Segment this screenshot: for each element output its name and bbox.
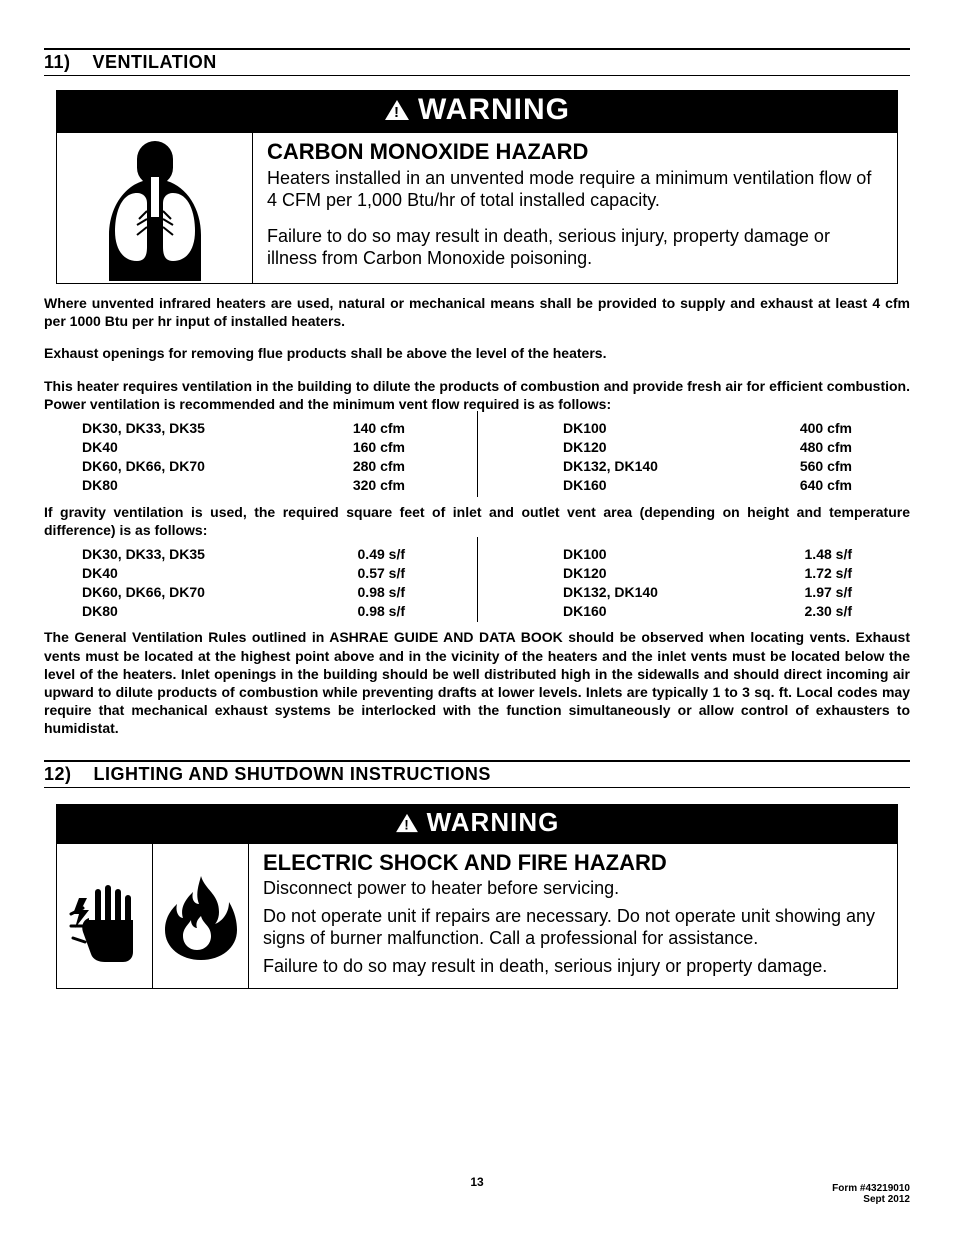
spec-row: DK40160 cfm — [44, 438, 477, 457]
spec-divider — [477, 537, 478, 623]
spec-value: 640 cfm — [747, 476, 910, 495]
spec-model: DK80 — [44, 476, 274, 495]
spec-value: 1.72 s/f — [747, 564, 910, 583]
spec-value: 0.49 s/f — [274, 545, 477, 564]
spec-model: DK30, DK33, DK35 — [44, 545, 274, 564]
warning-2-p2: Do not operate unit if repairs are neces… — [263, 906, 883, 950]
spec-row: DK60, DK66, DK700.98 s/f — [44, 583, 477, 602]
spec-value: 1.97 s/f — [747, 583, 910, 602]
warning-2-p3: Failure to do so may result in death, se… — [263, 956, 883, 978]
warning-electric-fire: ! WARNING — [56, 804, 898, 990]
section-12-heading: 12) LIGHTING AND SHUTDOWN INSTRUCTIONS — [44, 760, 910, 788]
spec-model: DK100 — [477, 545, 747, 564]
spec-value: 140 cfm — [274, 419, 477, 438]
warning-1-hazard: CARBON MONOXIDE HAZARD — [267, 139, 883, 166]
alert-triangle-icon: ! — [384, 95, 410, 129]
spec-model: DK40 — [44, 564, 274, 583]
warning-header-bar: ! WARNING — [57, 805, 897, 844]
form-number: Form #43219010 — [832, 1183, 910, 1194]
section-12-title: LIGHTING AND SHUTDOWN INSTRUCTIONS — [94, 764, 491, 784]
spec-row: DK30, DK33, DK350.49 s/f — [44, 545, 477, 564]
warning-1-p1: Heaters installed in an unvented mode re… — [267, 168, 883, 212]
para-exhaust-openings: Exhaust openings for removing flue produ… — [44, 344, 910, 362]
spec-value: 320 cfm — [274, 476, 477, 495]
spec-row: DK1001.48 s/f — [477, 545, 910, 564]
spec-value: 280 cfm — [274, 457, 477, 476]
spec-value: 0.98 s/f — [274, 602, 477, 621]
spec-model: DK160 — [477, 476, 747, 495]
spec-value: 480 cfm — [747, 438, 910, 457]
spec-row: DK1602.30 s/f — [477, 602, 910, 621]
spec-value: 1.48 s/f — [747, 545, 910, 564]
cfm-spec-table: DK30, DK33, DK35140 cfmDK40160 cfmDK60, … — [44, 419, 910, 495]
warning-2-icons — [57, 844, 249, 989]
page-number: 13 — [0, 1175, 954, 1189]
shock-hand-icon — [57, 844, 153, 989]
spec-model: DK30, DK33, DK35 — [44, 419, 274, 438]
warning-1-label: WARNING — [418, 93, 570, 126]
spec-row: DK100400 cfm — [477, 419, 910, 438]
para-unvented: Where unvented infrared heaters are used… — [44, 294, 910, 330]
section-11-title: VENTILATION — [93, 52, 217, 72]
svg-text:!: ! — [404, 817, 409, 832]
warning-header-bar: ! WARNING — [57, 91, 897, 133]
spec-value: 2.30 s/f — [747, 602, 910, 621]
para-power-vent: This heater requires ventilation in the … — [44, 377, 910, 413]
spec-value: 160 cfm — [274, 438, 477, 457]
fire-icon — [153, 844, 249, 989]
warning-2-hazard: ELECTRIC SHOCK AND FIRE HAZARD — [263, 850, 883, 877]
lungs-hazard-icon — [57, 133, 253, 283]
spec-row: DK30, DK33, DK35140 cfm — [44, 419, 477, 438]
spec-model: DK132, DK140 — [477, 583, 747, 602]
spec-model: DK100 — [477, 419, 747, 438]
spec-row: DK80320 cfm — [44, 476, 477, 495]
alert-triangle-icon: ! — [395, 809, 419, 840]
spec-model: DK40 — [44, 438, 274, 457]
spec-model: DK120 — [477, 438, 747, 457]
spec-value: 560 cfm — [747, 457, 910, 476]
spec-row: DK132, DK140560 cfm — [477, 457, 910, 476]
sf-spec-table: DK30, DK33, DK350.49 s/fDK400.57 s/fDK60… — [44, 545, 910, 621]
spec-value: 0.98 s/f — [274, 583, 477, 602]
warning-carbon-monoxide: ! WARNING — [56, 90, 898, 284]
warning-1-p2: Failure to do so may result in death, se… — [267, 226, 883, 270]
spec-model: DK160 — [477, 602, 747, 621]
spec-row: DK132, DK1401.97 s/f — [477, 583, 910, 602]
spec-row: DK160640 cfm — [477, 476, 910, 495]
spec-row: DK1201.72 s/f — [477, 564, 910, 583]
spec-row: DK800.98 s/f — [44, 602, 477, 621]
spec-row: DK120480 cfm — [477, 438, 910, 457]
spec-model: DK60, DK66, DK70 — [44, 583, 274, 602]
spec-value: 400 cfm — [747, 419, 910, 438]
para-gravity-vent: If gravity ventilation is used, the requ… — [44, 503, 910, 539]
form-date: Sept 2012 — [832, 1194, 910, 1205]
spec-row: DK60, DK66, DK70280 cfm — [44, 457, 477, 476]
spec-model: DK120 — [477, 564, 747, 583]
spec-row: DK400.57 s/f — [44, 564, 477, 583]
section-11-heading: 11) VENTILATION — [44, 48, 910, 76]
svg-text:!: ! — [394, 104, 400, 121]
spec-model: DK80 — [44, 602, 274, 621]
spec-value: 0.57 s/f — [274, 564, 477, 583]
section-12-num: 12) — [44, 764, 72, 784]
para-ashrae: The General Ventilation Rules outlined i… — [44, 628, 910, 737]
spec-divider — [477, 411, 478, 497]
warning-2-label: WARNING — [427, 807, 560, 837]
section-11-num: 11) — [44, 52, 71, 72]
warning-2-p1: Disconnect power to heater before servic… — [263, 878, 883, 900]
spec-model: DK132, DK140 — [477, 457, 747, 476]
spec-model: DK60, DK66, DK70 — [44, 457, 274, 476]
form-footer: Form #43219010 Sept 2012 — [832, 1183, 910, 1205]
